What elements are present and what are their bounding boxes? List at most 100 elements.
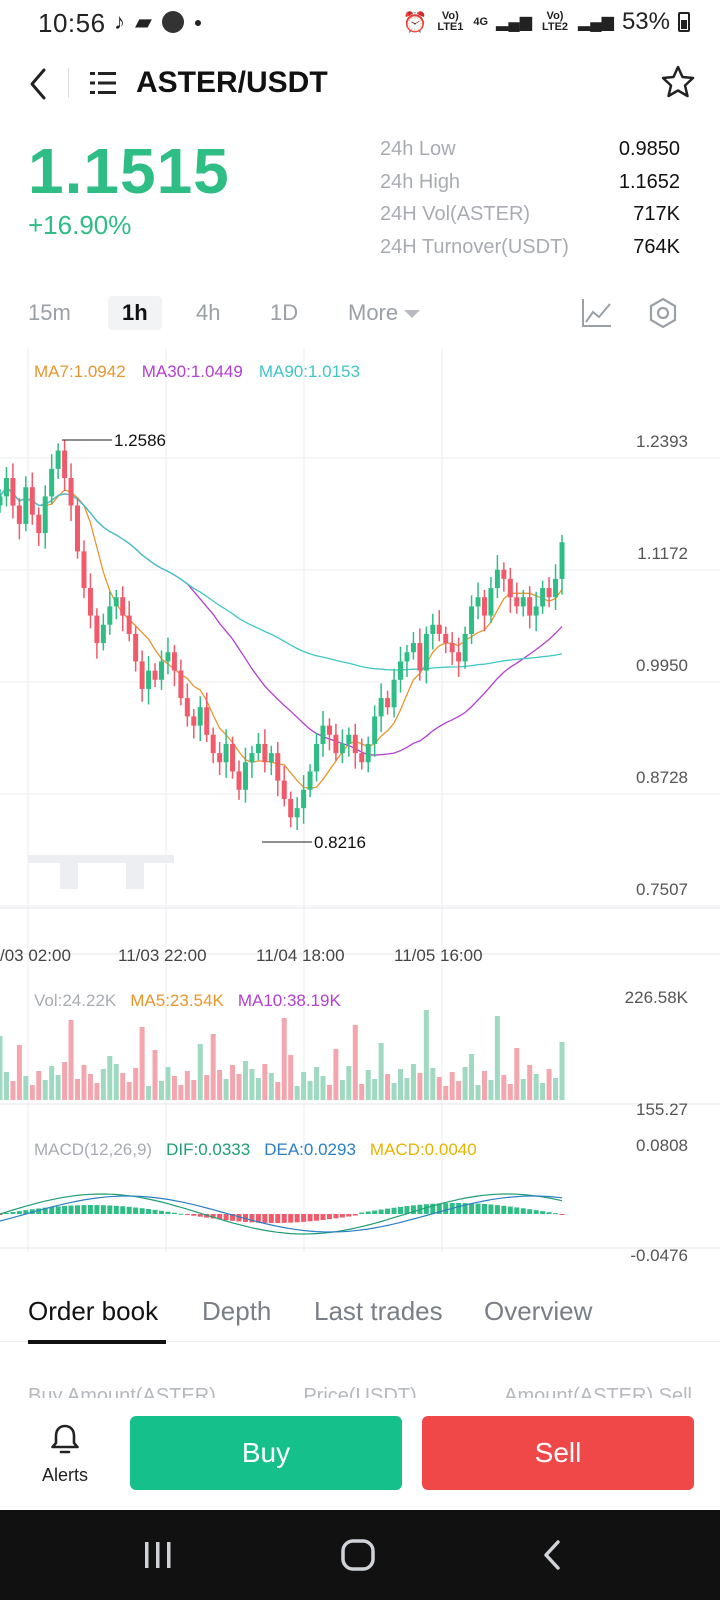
status-time: 10:56 — [38, 8, 106, 38]
macd-bar — [75, 1205, 81, 1214]
macd-bar — [546, 1212, 552, 1214]
buy-button[interactable]: Buy — [130, 1416, 402, 1490]
tab-1d[interactable]: 1D — [270, 300, 299, 325]
ma30-label: MA30:1.0449 — [141, 362, 243, 381]
candle-body — [559, 542, 565, 579]
candle-body — [16, 505, 22, 524]
go-icon — [161, 11, 184, 33]
dif-label: DIF:0.0333 — [166, 1140, 251, 1159]
sell-button[interactable]: Sell — [422, 1416, 694, 1490]
favorite-star-icon[interactable] — [660, 64, 696, 100]
candle-body — [294, 808, 300, 818]
macd-bar — [113, 1205, 119, 1214]
price-change-percent: +16.90% — [28, 210, 132, 240]
price-chart[interactable]: 1.2586 0.8216 — [0, 348, 720, 1252]
candle-body — [242, 762, 248, 790]
candle-body — [23, 487, 29, 524]
candle-body — [494, 569, 500, 589]
macd-value-label: MACD:0.0040 — [369, 1140, 477, 1159]
candle-body — [3, 478, 9, 497]
macd-bar — [501, 1205, 507, 1214]
candle-body — [49, 468, 55, 497]
macd-bar — [494, 1205, 500, 1214]
candle-body — [87, 588, 93, 616]
recent-apps-icon[interactable] — [142, 1540, 174, 1570]
low-marker-label: 0.8216 — [314, 833, 366, 852]
macd-bar — [385, 1208, 391, 1214]
macd-bar — [294, 1214, 300, 1223]
tab-last-trades[interactable]: Last trades — [314, 1296, 443, 1326]
macd-bar — [217, 1214, 223, 1220]
volume-bar — [553, 1078, 559, 1100]
back-nav-icon[interactable] — [540, 1538, 564, 1572]
volume-bar — [430, 1068, 436, 1100]
tab-more[interactable]: More — [348, 300, 421, 326]
tab-4h[interactable]: 4h — [196, 300, 221, 325]
macd-bar — [42, 1207, 48, 1214]
stat-row: 24h High 1.1652 — [380, 171, 680, 204]
candle-body — [191, 716, 197, 726]
volume-bar — [475, 1085, 481, 1100]
volume-bar — [262, 1064, 268, 1100]
volume-bar — [113, 1064, 119, 1100]
tab-15m[interactable]: 15m — [28, 300, 71, 325]
volume-bar — [75, 1079, 81, 1100]
chevron-down-icon — [404, 310, 421, 319]
volume-bar — [0, 1036, 3, 1100]
system-indicators: ⏰ Vo) LTE1 4G ▂▄▆ Vo) LTE2 ▂▄▆ 53% — [402, 8, 690, 36]
candle-body — [113, 597, 119, 607]
candle-body — [462, 633, 468, 662]
volume-bars — [0, 1010, 565, 1100]
macd-bar — [462, 1203, 468, 1214]
macd-bar — [320, 1214, 326, 1220]
volume-bar — [184, 1071, 190, 1100]
volume-bar — [23, 1076, 29, 1100]
header-divider — [68, 68, 69, 98]
macd-bar — [326, 1214, 332, 1220]
tiktok-icon: ♪ — [114, 9, 125, 34]
candle-body — [514, 597, 520, 607]
volume-bar — [385, 1074, 391, 1100]
ma-legend: MA7:1.0942 MA30:1.0449 MA90:1.0153 — [34, 362, 360, 382]
tab-order-book[interactable]: Order book — [28, 1296, 159, 1326]
macd-bar — [139, 1208, 145, 1214]
volume-bar — [204, 1075, 210, 1100]
candle-body — [410, 643, 416, 653]
volume-bar — [398, 1069, 404, 1100]
pair-title[interactable]: ASTER/USDT — [136, 66, 328, 99]
volume-bar — [139, 1027, 145, 1100]
chart-settings-icon[interactable] — [646, 296, 680, 330]
macd-bar — [346, 1214, 352, 1217]
tab-overview[interactable]: Overview — [484, 1296, 593, 1326]
candle-body — [165, 652, 171, 662]
candle-body — [404, 652, 410, 662]
stat-row: 24H Vol(ASTER) 717K — [380, 203, 680, 236]
orderbook-price-header: Price(USDT) — [303, 1385, 417, 1399]
pair-menu-icon[interactable] — [88, 68, 118, 98]
more-label: More — [348, 300, 399, 325]
candle-body — [100, 624, 106, 644]
orderbook-buy-header: Buy Amount(ASTER) — [28, 1385, 216, 1399]
candle-body — [481, 597, 487, 616]
tab-1h[interactable]: 1h — [108, 296, 162, 330]
macd-bar — [81, 1205, 87, 1214]
candle-body — [146, 670, 152, 689]
macd-bar — [553, 1213, 559, 1215]
indicator-line-icon[interactable] — [580, 296, 614, 330]
volume-bar — [217, 1070, 223, 1100]
volume-bar — [42, 1080, 48, 1100]
candle-body — [430, 624, 436, 634]
ma90-line — [0, 486, 563, 671]
volume-bar — [301, 1072, 307, 1100]
candle-body — [139, 661, 145, 689]
volume-bar — [514, 1048, 520, 1100]
home-icon[interactable] — [340, 1538, 376, 1572]
alerts-button[interactable]: Alerts — [34, 1422, 96, 1486]
tab-depth[interactable]: Depth — [202, 1296, 272, 1326]
candle-body — [184, 698, 190, 717]
back-arrow-icon[interactable] — [24, 64, 54, 104]
macd-params-label: MACD(12,26,9) — [34, 1140, 153, 1159]
status-bar: 10:56 ♪ ▰ ● ⏰ Vo) LTE1 4G ▂▄▆ Vo) LTE2 ▂… — [0, 0, 720, 46]
candle-body — [507, 578, 513, 598]
macd-bar — [3, 1213, 9, 1215]
